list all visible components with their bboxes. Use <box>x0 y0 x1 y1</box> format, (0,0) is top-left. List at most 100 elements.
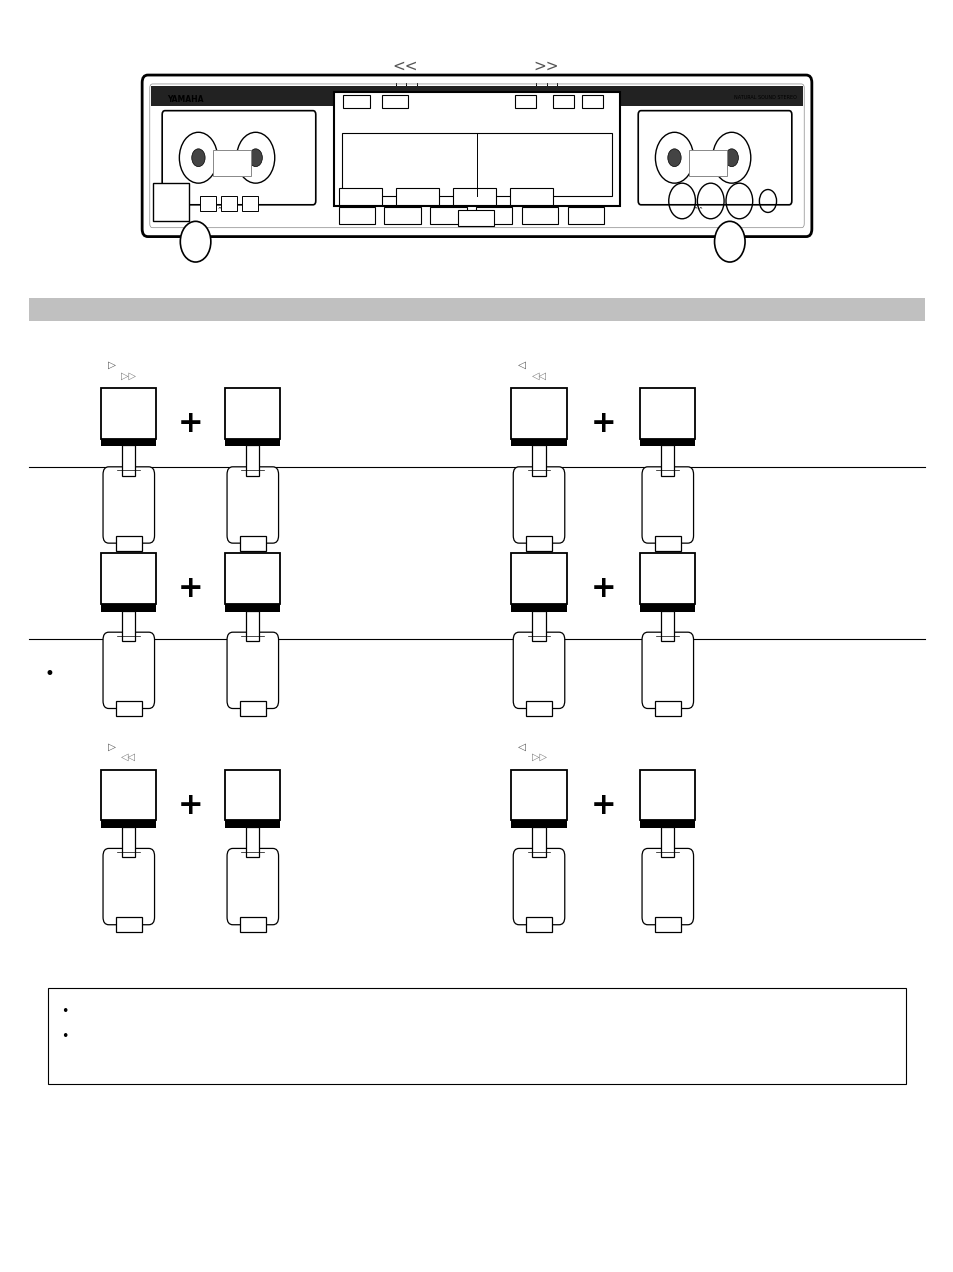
FancyBboxPatch shape <box>654 536 680 551</box>
Text: ◁: ◁ <box>517 360 525 370</box>
FancyBboxPatch shape <box>476 207 512 224</box>
FancyBboxPatch shape <box>525 536 552 551</box>
FancyBboxPatch shape <box>115 536 142 551</box>
Text: ◁◁: ◁◁ <box>121 536 136 546</box>
Circle shape <box>714 221 744 262</box>
FancyBboxPatch shape <box>101 604 156 612</box>
FancyBboxPatch shape <box>641 848 693 925</box>
FancyBboxPatch shape <box>639 820 695 828</box>
FancyBboxPatch shape <box>639 604 695 612</box>
FancyBboxPatch shape <box>343 95 370 108</box>
FancyBboxPatch shape <box>122 827 135 857</box>
FancyBboxPatch shape <box>246 445 259 476</box>
Text: •: • <box>61 1030 69 1043</box>
FancyBboxPatch shape <box>532 827 545 857</box>
FancyBboxPatch shape <box>384 207 420 224</box>
Circle shape <box>249 149 262 167</box>
FancyBboxPatch shape <box>213 150 251 176</box>
FancyBboxPatch shape <box>29 298 924 321</box>
FancyBboxPatch shape <box>225 553 280 604</box>
FancyBboxPatch shape <box>239 701 266 716</box>
FancyBboxPatch shape <box>457 210 494 226</box>
FancyBboxPatch shape <box>453 188 496 205</box>
FancyBboxPatch shape <box>115 917 142 932</box>
FancyBboxPatch shape <box>532 445 545 476</box>
FancyBboxPatch shape <box>513 848 564 925</box>
FancyBboxPatch shape <box>101 770 156 820</box>
FancyBboxPatch shape <box>200 196 215 211</box>
FancyBboxPatch shape <box>660 445 674 476</box>
FancyBboxPatch shape <box>511 604 566 612</box>
FancyBboxPatch shape <box>430 207 466 224</box>
Circle shape <box>667 149 680 167</box>
FancyBboxPatch shape <box>567 207 603 224</box>
FancyBboxPatch shape <box>639 553 695 604</box>
FancyBboxPatch shape <box>581 95 602 108</box>
Text: •: • <box>61 1005 69 1018</box>
FancyBboxPatch shape <box>525 917 552 932</box>
FancyBboxPatch shape <box>511 388 566 439</box>
FancyBboxPatch shape <box>513 632 564 709</box>
Text: ◁: ◁ <box>517 525 525 536</box>
FancyBboxPatch shape <box>334 92 619 206</box>
FancyBboxPatch shape <box>395 188 438 205</box>
Text: NATURAL SOUND STEREO: NATURAL SOUND STEREO <box>733 95 796 100</box>
FancyBboxPatch shape <box>151 86 802 106</box>
FancyBboxPatch shape <box>511 439 566 446</box>
FancyBboxPatch shape <box>225 388 280 439</box>
FancyBboxPatch shape <box>532 611 545 641</box>
Text: +: + <box>178 575 203 603</box>
FancyBboxPatch shape <box>103 848 154 925</box>
Text: •: • <box>45 665 54 683</box>
Text: ▷▷: ▷▷ <box>531 752 546 762</box>
Text: ▷: ▷ <box>108 525 115 536</box>
FancyBboxPatch shape <box>225 604 280 612</box>
Text: ▷▷: ▷▷ <box>121 370 136 380</box>
FancyBboxPatch shape <box>239 536 266 551</box>
Text: ▷▷: ▷▷ <box>531 536 546 546</box>
FancyBboxPatch shape <box>122 611 135 641</box>
Text: +: + <box>590 410 616 438</box>
FancyBboxPatch shape <box>338 207 375 224</box>
Text: >>: >> <box>533 59 558 74</box>
Text: <<: << <box>393 59 417 74</box>
Text: ◁◁: ◁◁ <box>121 752 136 762</box>
FancyBboxPatch shape <box>510 188 553 205</box>
FancyBboxPatch shape <box>511 820 566 828</box>
FancyBboxPatch shape <box>338 188 381 205</box>
FancyBboxPatch shape <box>227 632 278 709</box>
FancyBboxPatch shape <box>521 207 558 224</box>
Text: +: + <box>178 791 203 819</box>
FancyBboxPatch shape <box>221 196 236 211</box>
FancyBboxPatch shape <box>225 439 280 446</box>
Circle shape <box>192 149 205 167</box>
FancyBboxPatch shape <box>246 611 259 641</box>
FancyBboxPatch shape <box>688 150 726 176</box>
FancyBboxPatch shape <box>242 196 257 211</box>
FancyBboxPatch shape <box>381 95 408 108</box>
FancyBboxPatch shape <box>101 388 156 439</box>
FancyBboxPatch shape <box>553 95 574 108</box>
FancyBboxPatch shape <box>225 820 280 828</box>
FancyBboxPatch shape <box>639 388 695 439</box>
FancyBboxPatch shape <box>122 445 135 476</box>
Circle shape <box>180 221 211 262</box>
FancyBboxPatch shape <box>227 848 278 925</box>
FancyBboxPatch shape <box>638 111 791 205</box>
FancyBboxPatch shape <box>225 770 280 820</box>
FancyBboxPatch shape <box>641 467 693 543</box>
Circle shape <box>724 149 738 167</box>
FancyBboxPatch shape <box>660 611 674 641</box>
Text: ◁◁: ◁◁ <box>531 370 546 380</box>
FancyBboxPatch shape <box>101 553 156 604</box>
Text: ⌃⌃: ⌃⌃ <box>692 206 703 212</box>
FancyBboxPatch shape <box>525 701 552 716</box>
FancyBboxPatch shape <box>103 467 154 543</box>
FancyBboxPatch shape <box>48 988 905 1084</box>
FancyBboxPatch shape <box>227 467 278 543</box>
FancyBboxPatch shape <box>515 95 536 108</box>
Text: +: + <box>590 791 616 819</box>
FancyBboxPatch shape <box>142 75 811 237</box>
FancyBboxPatch shape <box>341 132 612 196</box>
Text: YAMAHA: YAMAHA <box>167 95 203 104</box>
